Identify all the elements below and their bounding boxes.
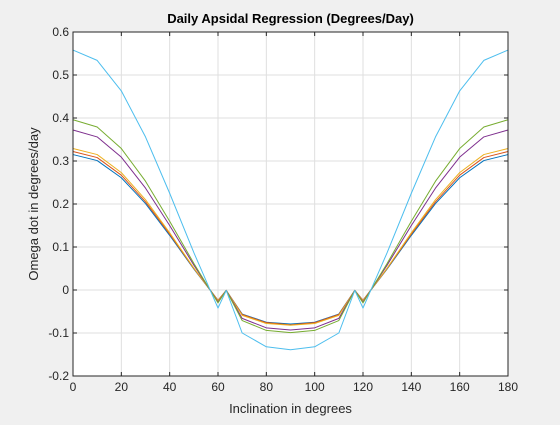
series-layer	[72, 49, 509, 351]
series-line-6	[72, 49, 509, 351]
y-tick-label: -0.2	[48, 369, 69, 383]
series-line-1	[72, 154, 509, 325]
y-tick-label: 0.5	[52, 68, 69, 82]
y-axis-label: Omega dot in degrees/day	[26, 127, 41, 281]
y-tick-label: 0.1	[52, 240, 69, 254]
chart-title: Daily Apsidal Regression (Degrees/Day)	[167, 11, 414, 26]
x-tick-label: 180	[498, 380, 518, 394]
x-tick-label: 80	[260, 380, 274, 394]
y-tick-label: 0.6	[52, 25, 69, 39]
x-tick-label: 40	[163, 380, 177, 394]
y-tick-label: -0.1	[48, 326, 69, 340]
y-tick-label: 0	[62, 283, 69, 297]
series-line-5	[72, 119, 509, 334]
ticks: 0 20 40 60 80 100 120 140 160 180 -0.2 -0.1 0 0.1 0.2 0…	[48, 25, 518, 394]
series-line-3	[72, 148, 509, 326]
series-line-4	[72, 129, 509, 331]
x-tick-label: 60	[211, 380, 225, 394]
x-tick-label: 160	[450, 380, 470, 394]
x-tick-label: 120	[353, 380, 373, 394]
x-tick-label: 100	[305, 380, 325, 394]
grid	[73, 32, 508, 376]
x-tick-label: 0	[70, 380, 77, 394]
y-tick-label: 0.4	[52, 111, 69, 125]
x-tick-label: 20	[115, 380, 129, 394]
y-tick-label: 0.3	[52, 154, 69, 168]
x-axis-label: Inclination in degrees	[229, 401, 352, 416]
y-tick-label: 0.2	[52, 197, 69, 211]
x-tick-label: 140	[401, 380, 421, 394]
